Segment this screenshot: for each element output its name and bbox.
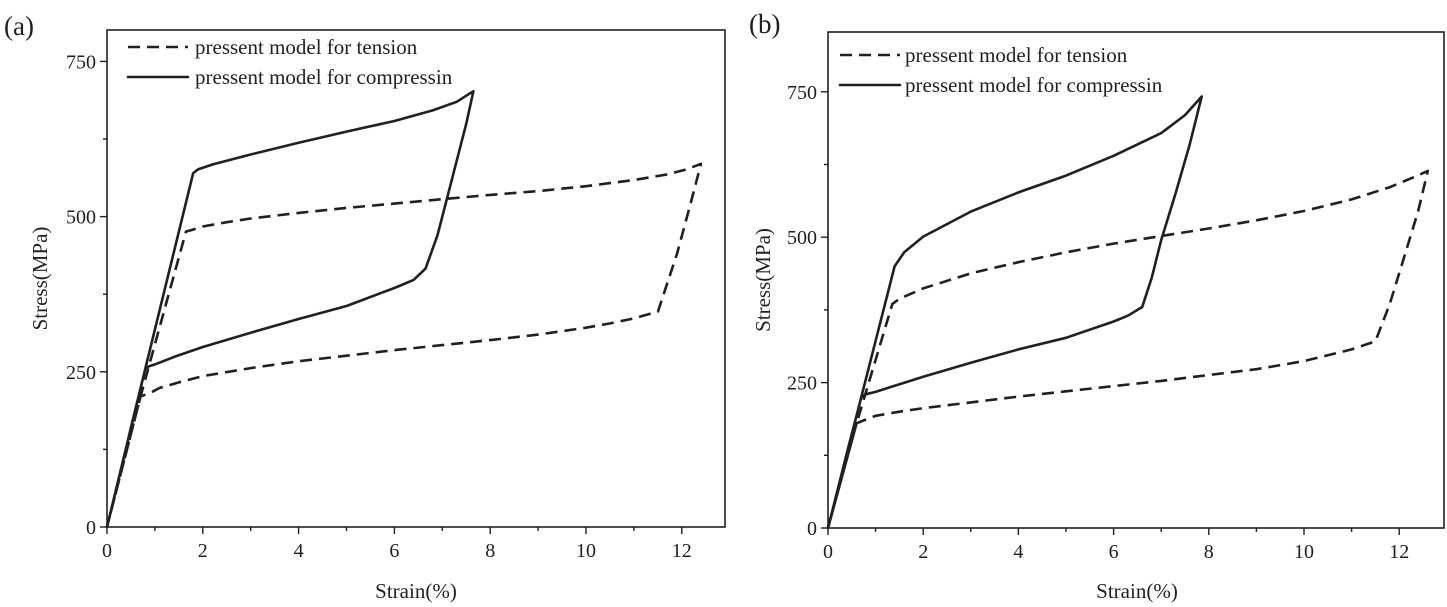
plot-frame — [827, 31, 1445, 529]
x-tick-label: 6 — [389, 540, 399, 562]
y-axis-title: Stress(MPa) — [751, 228, 775, 332]
tension-curve — [105, 162, 703, 528]
compression-curve — [826, 95, 1203, 530]
y-tick-label: 500 — [66, 207, 96, 229]
x-tick-label: 0 — [102, 540, 112, 562]
x-axis-title: Strain(%) — [1096, 579, 1178, 603]
x-tick-label: 2 — [918, 541, 928, 563]
y-tick-label: 750 — [66, 51, 96, 73]
x-tick-label: 6 — [1109, 541, 1119, 563]
y-tick-label: 750 — [787, 82, 817, 104]
x-tick-label: 0 — [823, 541, 833, 563]
compression-curve — [105, 89, 475, 529]
y-tick-label: 0 — [86, 517, 96, 539]
legend: pressent model for tension pressent model… — [126, 35, 453, 89]
x-tick-label: 4 — [294, 540, 304, 562]
legend-label: pressent model for compressin — [905, 73, 1163, 97]
y-axis-title: Stress(MPa) — [28, 227, 52, 331]
x-tick-label: 12 — [672, 540, 692, 562]
legend-label: pressent model for compressin — [195, 65, 453, 89]
x-tick-label: 2 — [198, 540, 208, 562]
chart-panel-a: (a) 0 2 4 6 8 10 12 0 250 500 750 Strain(%) Stress(MP… — [4, 11, 726, 603]
panel-label: (a) — [4, 11, 34, 41]
x-tick-label: 8 — [1204, 541, 1214, 563]
panel-label: (b) — [749, 9, 780, 39]
y-tick-label: 250 — [787, 373, 817, 395]
legend: pressent model for tension pressent model… — [838, 43, 1163, 97]
plot-frame — [106, 29, 726, 528]
legend-label: pressent model for tension — [195, 35, 418, 59]
tension-curve — [826, 169, 1430, 529]
y-tick-label: 500 — [787, 227, 817, 249]
legend-label: pressent model for tension — [905, 43, 1128, 67]
y-tick-label: 0 — [807, 518, 817, 540]
x-tick-label: 12 — [1389, 541, 1409, 563]
chart-panel-b: (b) 0 2 4 6 8 10 12 0 250 500 750 Strain(%) Stress(MP… — [749, 9, 1445, 603]
x-tick-label: 10 — [576, 540, 596, 562]
x-axis-title: Strain(%) — [375, 579, 457, 603]
x-tick-label: 4 — [1013, 541, 1023, 563]
x-tick-label: 8 — [485, 540, 495, 562]
x-tick-label: 10 — [1294, 541, 1314, 563]
y-tick-label: 250 — [66, 362, 96, 384]
